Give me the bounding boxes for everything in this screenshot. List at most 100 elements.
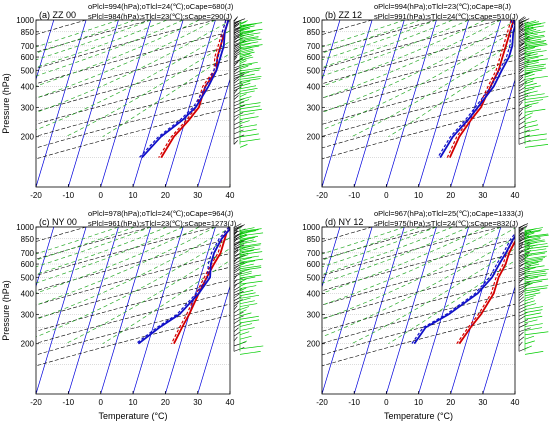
wind-barb-simulated [239,73,255,78]
wind-barb-observed [518,129,531,135]
isotherm-line [450,20,502,187]
wind-barb-simulated [524,260,543,265]
dry-adiabat-line [322,20,437,53]
wind-barb-simulated [524,274,547,279]
wind-barb-simulated [239,90,255,95]
wind-barb-observed [518,261,529,267]
dry-adiabat-line [36,238,230,292]
isotherm-line [226,227,276,394]
isotherm-line [482,285,515,394]
wind-barb-simulated [239,232,264,237]
isotherm-line [450,227,502,394]
wind-barb-simulated [239,25,255,30]
isotherm-line [226,20,276,187]
y-tick-label: 700 [307,249,321,258]
wind-barb-simulated [239,60,247,64]
wind-barb-simulated [524,102,539,106]
wind-barb-observed [518,98,526,103]
panel-ny12: -20 -10 0 10 20 30 402003004005006007008501000… [226,209,549,421]
wind-barb-observed [233,272,242,278]
y-tick-label: 200 [307,340,321,349]
y-tick-label: 850 [307,28,321,37]
wind-barb-simulated [524,55,544,59]
wind-barb-simulated [239,48,254,53]
isotherm-line [353,20,405,187]
wind-barb-observed [233,56,238,61]
y-tick-label: 600 [307,53,321,62]
wind-barb-observed [233,95,239,100]
wind-barb-simulated [239,254,249,258]
wind-barb-observed [518,223,529,228]
wind-barb-simulated [524,345,532,350]
moist-adiabat-line [322,20,469,77]
wind-barb-simulated [524,22,546,27]
wind-barb-observed [233,225,244,230]
isotherm-line [132,20,184,187]
wind-profile [233,16,263,148]
panel-label: (b) ZZ 12 [325,10,362,20]
wind-barb-simulated [524,80,534,85]
wind-barb-simulated [239,22,263,27]
isotherm-line [100,20,152,187]
wind-barb-simulated [239,44,263,48]
x-tick-label: 10 [414,398,423,407]
wind-barb-simulated [239,323,253,327]
dry-adiabat-line [322,227,437,260]
wind-barb-observed [233,305,238,310]
moist-adiabat-line [322,227,515,320]
wind-barb-observed [518,341,523,347]
wind-barb-observed [518,49,526,54]
wind-barb-observed [518,19,528,24]
wind-barb-simulated [239,31,254,35]
panel-zz12: -20 -10 0 10 20 30 402003004005006007008501000… [226,2,549,200]
moist-adiabat-line [36,227,135,261]
wind-barb-simulated [524,268,549,273]
wind-barb-simulated [239,65,249,70]
wind-barb-simulated [524,335,535,340]
wind-barb-observed [518,319,529,324]
wind-barb-simulated [239,53,251,58]
wind-barb-simulated [239,285,257,289]
wind-barb-observed [518,59,530,65]
isotherm-line [132,227,184,394]
wind-barb-observed [233,81,243,87]
wind-barb-simulated [524,227,543,231]
dry-adiabat-line [36,314,230,367]
wind-barb-simulated [524,61,539,66]
isotherm-line [418,227,469,394]
wind-barb-simulated [524,263,540,268]
x-tick-label: 20 [446,398,455,407]
wind-barb-simulated [239,34,254,39]
isotherm-line [197,78,230,187]
dry-adiabat-line [322,96,515,149]
panel-zz00: -20 -10 0 10 20 30 40 200 300 400 500 600 700 850 1000… [1,2,263,200]
y-tick-label: 300 [307,103,321,112]
x-tick-label: 30 [478,398,487,407]
wind-barb-observed [233,37,244,43]
wind-barb-observed [518,25,525,30]
moist-adiabat-line [36,30,230,131]
wind-barb-simulated [239,82,251,87]
wind-barb-simulated [524,255,547,260]
panel-background-lines [226,227,515,394]
y-tick-label: 1000 [302,16,320,25]
stats-observed: oPlcl=967(hPa);oTlcl=25(℃);oCape=1333(J) [374,209,524,218]
dry-adiabat-line [36,20,151,53]
wind-barb-observed [518,315,526,321]
wind-barb-simulated [524,287,548,292]
wind-barb-observed [233,231,244,237]
y-tick-label: 300 [21,310,35,319]
moist-adiabat-line [36,227,184,284]
wind-barb-simulated [524,124,539,129]
wind-barb-simulated [524,128,540,133]
wind-barb-observed [518,44,528,50]
wind-barb-simulated [524,20,537,24]
x-tick-label: -20 [316,398,328,407]
moist-adiabat-line [322,227,453,275]
wind-barb-simulated [239,51,255,56]
isotherm-line [197,285,230,394]
wind-barb-simulated [239,234,248,239]
wind-barb-observed [233,79,240,84]
wind-barb-observed [233,319,241,324]
wind-barb-observed [233,27,241,32]
